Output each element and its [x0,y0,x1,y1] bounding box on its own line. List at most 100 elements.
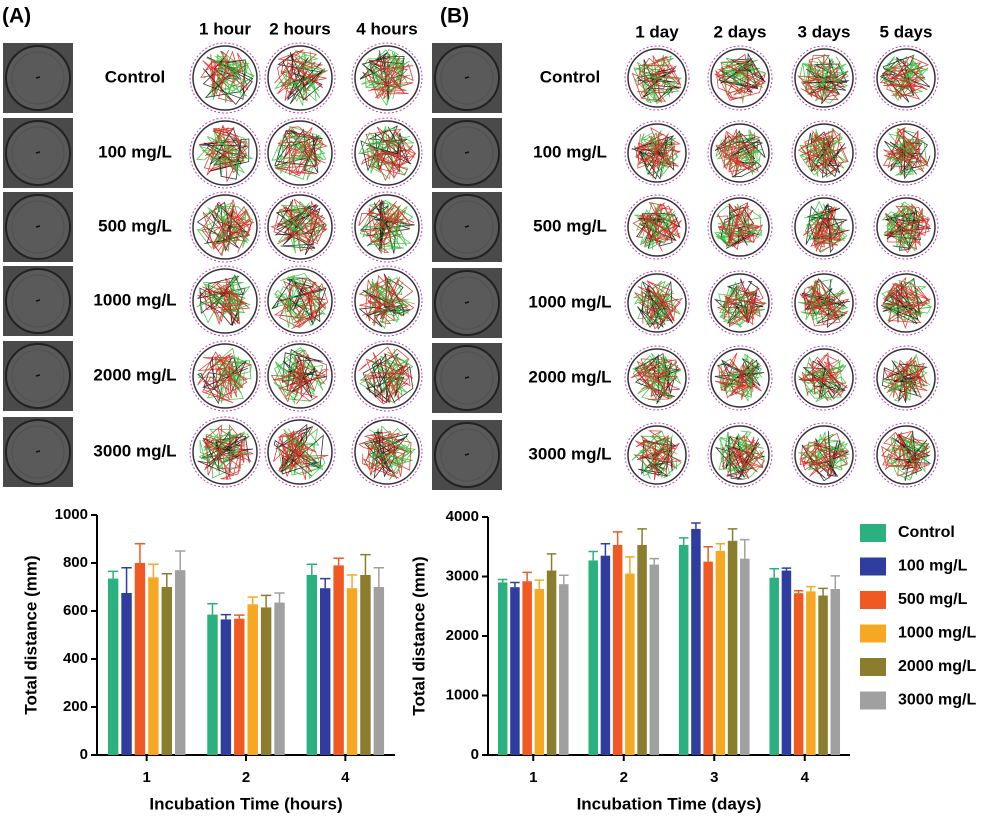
trajectory-plot [624,120,690,186]
arena-outline [707,422,773,488]
arena-rim [794,197,854,257]
trajectory-plot [873,45,939,111]
arena-outline [707,45,773,111]
bar [678,544,689,755]
trajectory [634,133,682,179]
well-photo [432,43,502,113]
arena-rim [794,273,854,333]
arena-rim [627,48,687,108]
trajectory [363,275,415,317]
trajectory [271,129,326,181]
trajectory [281,349,327,401]
error-bar [220,613,232,620]
larva [464,301,470,304]
larva [35,374,41,377]
well-photo [3,43,73,113]
trajectory [891,430,932,481]
well-photo [3,192,73,262]
trajectory [798,359,846,399]
well-inner [11,349,65,403]
well-photo [432,420,502,490]
column-header: 3 days [798,22,851,41]
error-bar [637,528,647,545]
trajectory-plot [624,194,690,260]
larva [464,151,470,154]
legend-label: 2000 mg/L [898,658,976,675]
error-bar [510,581,520,588]
trajectory-plot [624,45,690,111]
arena-outline [624,345,690,411]
trajectory [358,127,411,177]
trajectory [370,126,417,179]
trajectory [718,433,764,476]
larva [35,76,41,79]
trajectory [804,356,847,403]
legend-swatch [860,591,886,609]
trajectory-plot [707,270,773,336]
error-bar [740,538,750,559]
bar [806,591,816,755]
arena-outline [873,345,939,411]
trajectory [797,130,845,175]
error-bar [320,577,331,589]
error-bar [781,567,792,571]
trajectory [720,202,759,249]
arena-rim [876,425,936,485]
arena-outline [189,117,261,189]
trajectory [881,430,931,474]
error-bar [818,587,828,596]
column-header: 1 hour [199,19,251,38]
arena-rim [876,123,936,183]
error-bar [121,567,132,593]
trajectory [882,277,931,323]
trajectory-plot [264,340,336,412]
trajectory [631,135,675,180]
legend-label: 1000 mg/L [898,625,976,642]
y-tick-label: 0 [471,746,479,763]
arena-outline [873,45,939,111]
row-label: 3000 mg/L [93,441,176,460]
trajectory [203,201,252,253]
arena-outline [873,194,939,260]
bar [703,561,713,755]
error-bar [247,596,258,605]
bar [306,575,318,755]
arena-rim [876,348,936,408]
error-bar [522,571,532,582]
trajectory-plot [707,120,773,186]
trajectory [715,129,761,173]
trajectory-plot [264,191,336,263]
column-header: 2 days [714,22,767,41]
trajectory [202,424,254,480]
trajectory [632,202,682,252]
trajectory [278,200,328,250]
trajectory [197,351,248,404]
legend-swatch [860,624,886,643]
arena-rim [192,419,258,485]
row-label: Control [105,67,165,86]
arena-rim [710,48,770,108]
trajectory-plot [264,42,336,114]
well-inner [11,126,65,180]
y-tick-label: 800 [63,554,88,571]
trajectory-plot [189,191,261,263]
x-tick-label: 4 [341,769,350,786]
x-tick-label: 1 [529,769,537,786]
bar [546,570,557,755]
error-bar [346,574,358,589]
larva [464,76,470,79]
trajectory [635,359,681,401]
arena-outline [351,117,423,189]
bar [260,607,272,755]
arena-rim [794,48,854,108]
arena-rim [627,197,687,257]
trajectory [813,206,848,252]
arena-outline [264,191,336,263]
x-tick-label: 2 [242,769,250,786]
y-tick-label: 0 [80,746,88,763]
error-bar [534,579,545,589]
trajectory [721,434,765,477]
arena-rim [192,268,258,334]
y-tick-label: 200 [63,698,88,715]
arena-outline [791,194,857,260]
